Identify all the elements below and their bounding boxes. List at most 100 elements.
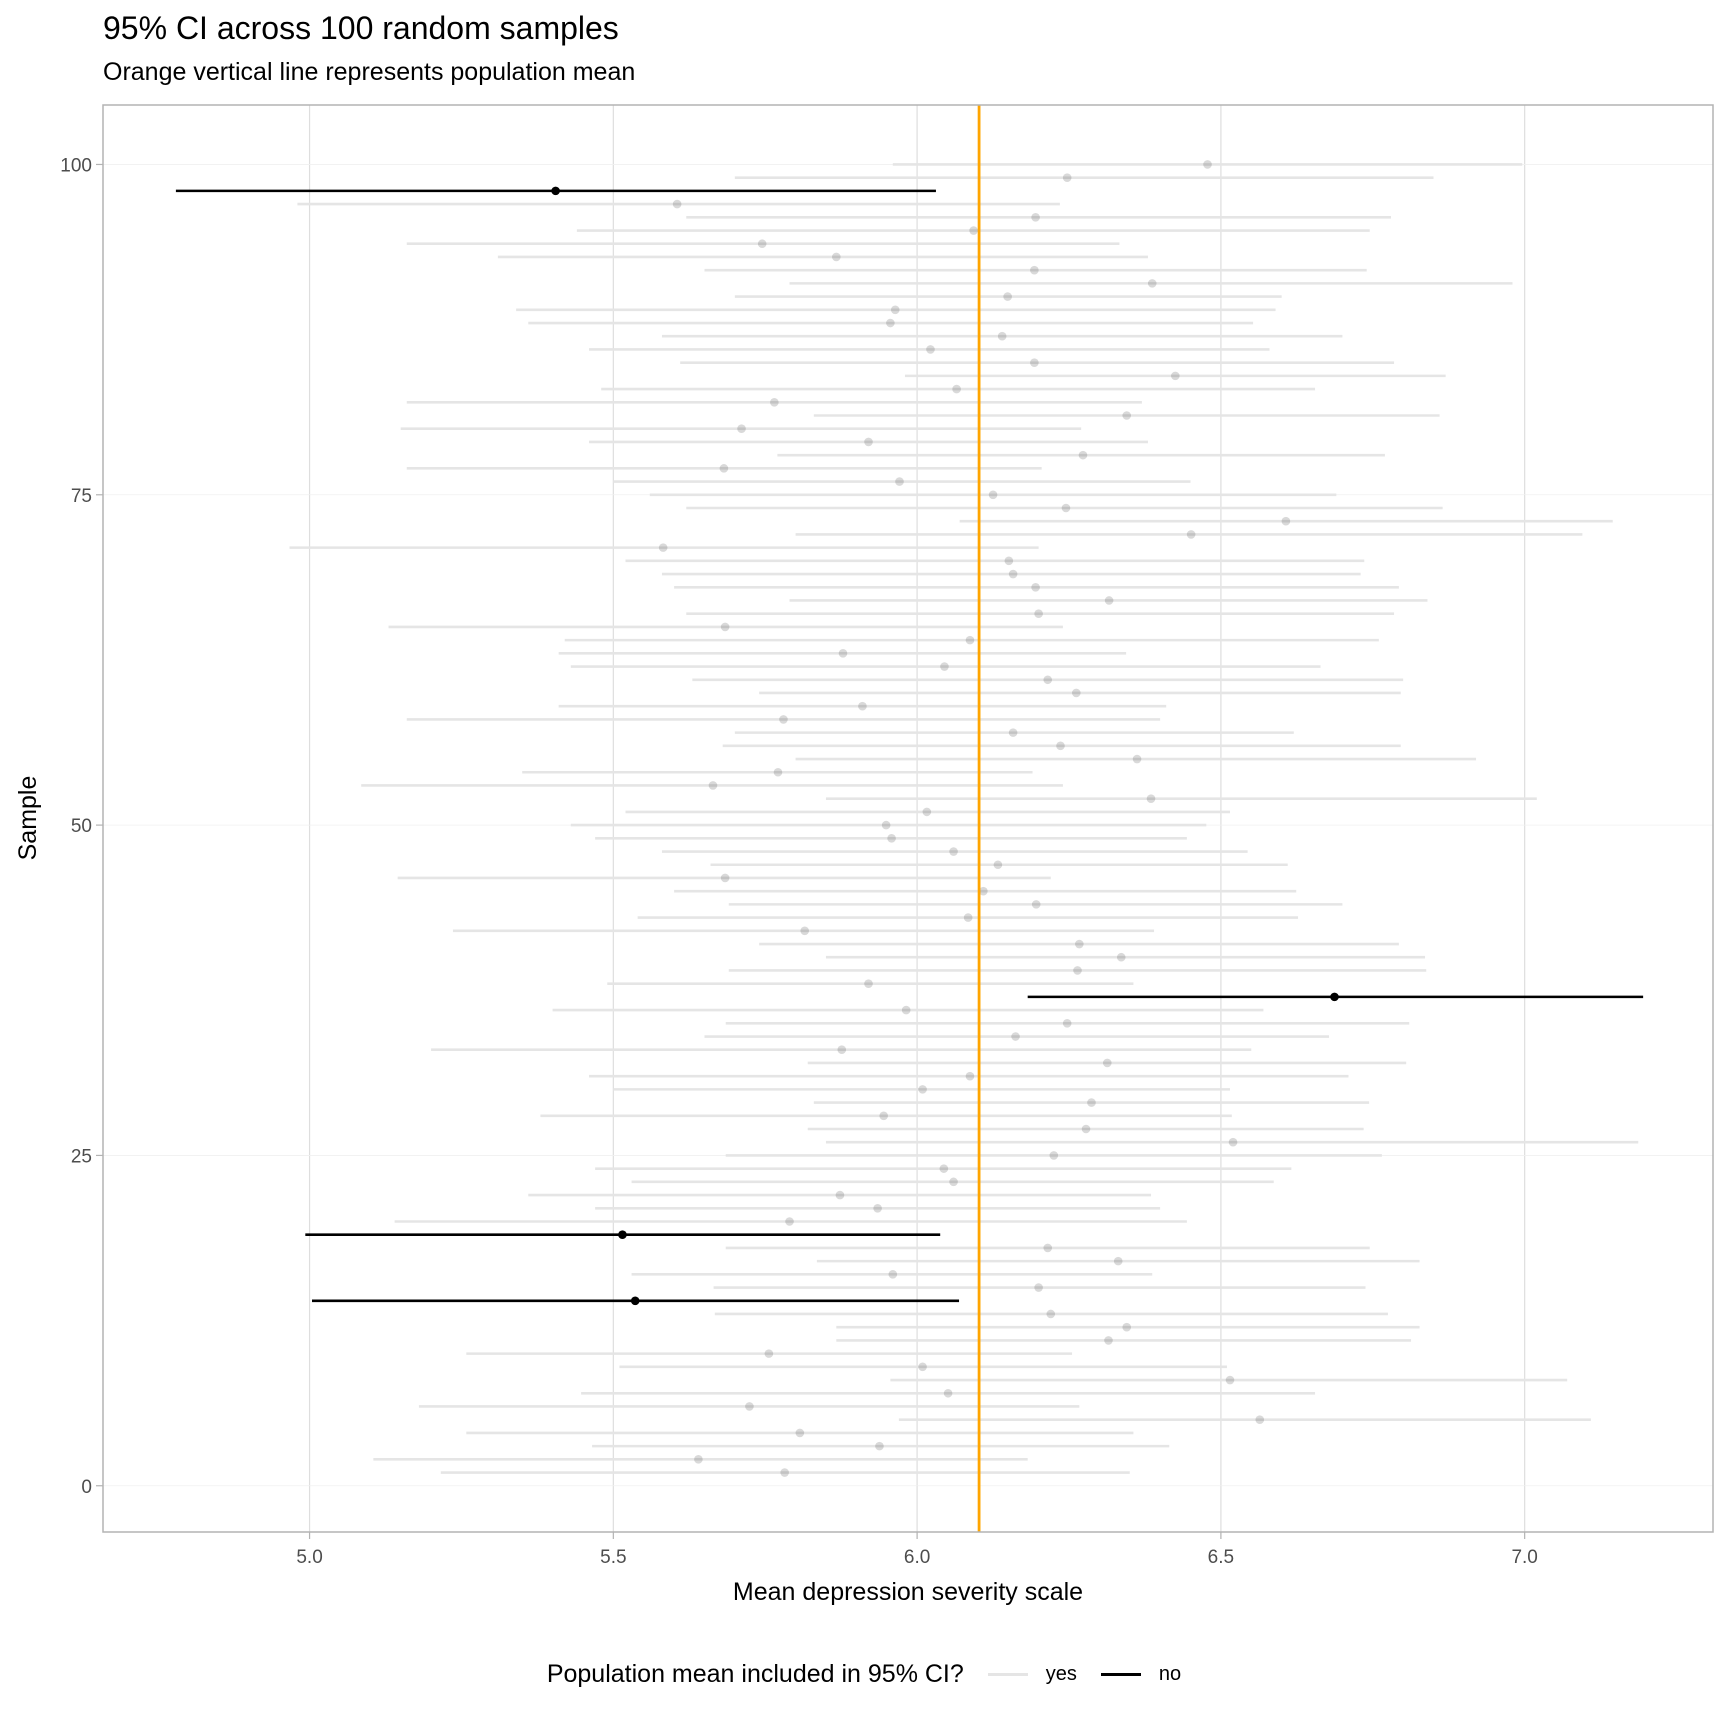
mean-point-sample-52	[1146, 794, 1156, 803]
mean-point-sample-67	[1104, 596, 1114, 605]
mean-point-sample-47	[993, 860, 1003, 870]
mean-point-sample-45	[979, 886, 988, 896]
mean-point-sample-26	[1228, 1137, 1238, 1147]
mean-point-sample-75	[988, 490, 998, 500]
mean-point-sample-83	[952, 384, 961, 394]
mean-point-sample-17	[1113, 1256, 1123, 1266]
mean-point-sample-68	[1031, 582, 1040, 592]
mean-point-sample-31	[965, 1071, 975, 1081]
mean-point-sample-19	[618, 1230, 627, 1240]
legend-title: Population mean included in 95% CI?	[546, 1660, 964, 1688]
legend: Population mean included in 95% CI? yes …	[0, 1660, 1728, 1689]
mean-point-sample-97	[672, 199, 682, 209]
mean-point-sample-46	[720, 873, 730, 883]
mean-point-sample-95	[969, 226, 978, 235]
mean-point-sample-94	[757, 239, 767, 249]
mean-point-sample-89	[890, 305, 900, 315]
x-axis-title: Mean depression severity scale	[733, 1578, 1083, 1606]
y-tick-label: 75	[71, 486, 92, 507]
mean-point-sample-44	[1031, 900, 1041, 909]
mean-point-sample-70	[1004, 556, 1014, 566]
mean-point-sample-43	[963, 913, 973, 922]
mean-point-sample-40	[1116, 952, 1126, 962]
mean-point-sample-12	[1122, 1322, 1132, 1332]
mean-point-sample-79	[864, 437, 873, 447]
mean-point-sample-98	[551, 186, 560, 196]
mean-point-sample-33	[837, 1045, 847, 1055]
mean-point-sample-27	[1081, 1124, 1091, 1134]
mean-point-sample-86	[926, 345, 935, 354]
mean-point-sample-69	[1008, 569, 1018, 579]
mean-point-sample-23	[949, 1177, 958, 1187]
y-axis-title: Sample	[14, 776, 42, 861]
chart-title: 95% CI across 100 random samples	[103, 10, 619, 46]
mean-point-sample-34	[1011, 1032, 1020, 1041]
mean-point-sample-28	[879, 1111, 888, 1121]
mean-point-sample-50	[881, 820, 891, 830]
mean-point-sample-53	[708, 781, 718, 790]
mean-point-sample-8	[1225, 1375, 1235, 1385]
mean-point-sample-7	[943, 1388, 953, 1398]
axis-ticks: 5.0 5.5 6.0 6.5 7.0 0 25 50 75 100	[60, 155, 1538, 1568]
mean-point-sample-14	[630, 1296, 640, 1306]
mean-point-sample-78	[1078, 450, 1088, 460]
legend-key-no	[1100, 1673, 1141, 1676]
mean-point-sample-92	[1030, 265, 1039, 275]
mean-point-sample-91	[1147, 279, 1157, 288]
mean-point-sample-66	[1034, 609, 1043, 618]
mean-point-sample-51	[922, 807, 932, 817]
mean-point-sample-32	[1102, 1058, 1112, 1068]
y-tick-label: 100	[60, 155, 92, 176]
mean-point-sample-72	[1186, 530, 1196, 539]
mean-point-sample-18	[1043, 1243, 1053, 1253]
mean-point-sample-15	[1034, 1283, 1043, 1292]
mean-point-sample-61	[1043, 675, 1053, 685]
mean-point-sample-24	[939, 1164, 949, 1173]
x-tick-label: 6.0	[904, 1547, 930, 1568]
mean-point-sample-6	[745, 1402, 754, 1411]
mean-point-sample-56	[1056, 741, 1065, 751]
mean-point-sample-25	[1049, 1151, 1059, 1160]
mean-point-sample-76	[895, 477, 904, 486]
mean-point-sample-58	[779, 715, 788, 724]
mean-point-sample-4	[795, 1428, 805, 1438]
mean-point-sample-82	[770, 397, 779, 407]
y-tick-label: 25	[71, 1146, 92, 1167]
mean-point-sample-65	[720, 622, 730, 632]
mean-point-sample-48	[949, 847, 958, 856]
mean-point-sample-29	[1087, 1098, 1096, 1107]
grid	[103, 105, 1713, 1532]
mean-point-sample-71	[658, 543, 668, 552]
mean-point-sample-39	[1073, 966, 1082, 975]
mean-point-sample-73	[1281, 516, 1291, 526]
mean-point-sample-63	[838, 649, 848, 658]
y-tick-label: 50	[71, 816, 92, 837]
mean-point-sample-88	[886, 318, 895, 328]
mean-point-sample-42	[800, 926, 810, 936]
mean-point-sample-10	[764, 1349, 774, 1358]
mean-point-sample-9	[918, 1362, 927, 1372]
mean-point-sample-5	[1255, 1415, 1265, 1424]
mean-point-sample-13	[1046, 1309, 1056, 1319]
mean-point-sample-20	[785, 1217, 794, 1226]
legend-label-no: no	[1158, 1663, 1182, 1685]
mean-point-sample-87	[997, 331, 1007, 341]
mean-point-sample-99	[1062, 173, 1072, 182]
legend-label-yes: yes	[1045, 1663, 1077, 1685]
mean-point-sample-55	[1132, 754, 1142, 764]
mean-point-sample-100	[1203, 160, 1212, 169]
mean-point-sample-38	[864, 979, 873, 988]
mean-point-sample-16	[888, 1270, 898, 1279]
mean-point-sample-57	[1008, 728, 1018, 737]
mean-point-sample-64	[965, 635, 975, 645]
mean-point-sample-62	[940, 662, 949, 671]
mean-point-sample-81	[1122, 411, 1132, 420]
x-tick-label: 5.5	[600, 1547, 626, 1568]
mean-point-sample-37	[1330, 992, 1339, 1002]
mean-point-sample-84	[1171, 371, 1180, 381]
mean-point-sample-2	[694, 1455, 703, 1464]
chart-subtitle: Orange vertical line represents populati…	[103, 58, 636, 86]
mean-point-sample-35	[1062, 1019, 1072, 1028]
mean-point-sample-54	[773, 767, 783, 777]
